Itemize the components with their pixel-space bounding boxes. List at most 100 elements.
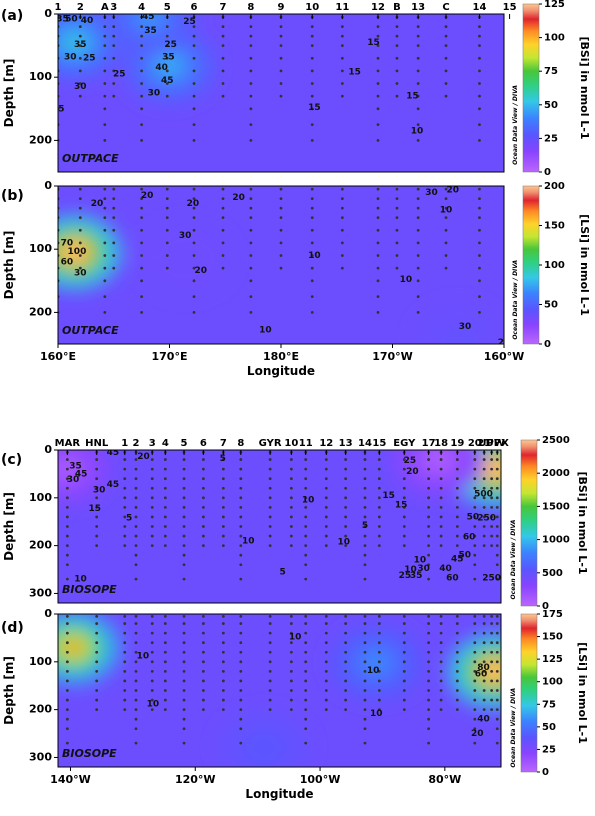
sample-point [289, 505, 293, 509]
sample-point [478, 123, 481, 126]
sample-point [495, 741, 499, 745]
sample-point [340, 197, 344, 201]
sample-point [249, 82, 253, 85]
sample-point [482, 698, 486, 702]
sample-point [182, 631, 186, 635]
sample-point [427, 741, 431, 745]
sample-point [140, 187, 144, 191]
sample-point [249, 254, 253, 257]
contour-label: 5 [279, 567, 285, 577]
contour-label: 50 [459, 551, 472, 561]
sample-point [163, 544, 167, 548]
sample-point [249, 107, 253, 111]
sample-point [363, 458, 367, 461]
sample-point [402, 477, 406, 481]
sample-point [165, 266, 169, 270]
sample-point [508, 95, 511, 98]
sample-point [123, 660, 127, 664]
sample-point [192, 69, 196, 73]
sample-point [304, 467, 308, 471]
sample-point [495, 614, 499, 618]
sample-point [324, 669, 328, 673]
sample-point [289, 660, 293, 664]
sample-point [377, 515, 381, 519]
sample-point [150, 477, 154, 481]
sample-point [395, 197, 399, 201]
sample-point [304, 689, 308, 692]
y-tick-label: 200 [29, 703, 52, 716]
sample-point [182, 496, 186, 500]
sample-point [340, 187, 344, 191]
sample-point [289, 614, 293, 618]
sample-point [444, 56, 448, 60]
sample-point [163, 698, 167, 702]
colorbar-label: [LSi] in nmol L-1 [578, 214, 591, 316]
sample-point [249, 197, 253, 201]
sample-point [103, 34, 107, 38]
contour-label: 10 [147, 699, 160, 709]
sample-point [508, 216, 511, 219]
sample-point [427, 496, 431, 500]
sample-point [478, 311, 481, 314]
colorbar-tick-label: 75 [542, 699, 556, 710]
panel-letter: (c) [1, 452, 22, 468]
sample-point [427, 708, 431, 712]
sample-point [402, 467, 406, 471]
colorbar: 0 50 100 150 200 [LSi] in nmol L-1 [522, 181, 591, 350]
field-region [160, 58, 179, 74]
sample-point [490, 641, 494, 645]
sample-point [395, 266, 399, 270]
sample-point [112, 197, 116, 201]
sample-point [473, 505, 477, 509]
sample-point [324, 689, 328, 692]
contour-label: 10 [308, 251, 321, 261]
sample-point [416, 197, 420, 201]
sample-point [150, 660, 154, 664]
sample-point [304, 622, 308, 625]
station-label: UPX [486, 438, 509, 449]
y-tick-label: 300 [29, 586, 52, 599]
sample-point [65, 477, 69, 481]
sample-point [65, 622, 69, 625]
sample-point [427, 544, 431, 548]
sample-point [478, 56, 481, 60]
station-label: 12 [371, 2, 385, 13]
sample-point [78, 197, 82, 201]
sample-point [478, 254, 481, 257]
sample-point [427, 505, 431, 509]
sample-point [165, 241, 169, 245]
sample-point [78, 44, 82, 47]
y-tick-label: 200 [29, 539, 52, 552]
colorbar-gradient [520, 439, 538, 607]
sample-point [402, 689, 406, 692]
station-label: 4 [162, 438, 169, 449]
sample-point [482, 708, 486, 712]
contour-label: 60 [475, 669, 488, 679]
field-region [429, 452, 448, 467]
sample-point [103, 266, 107, 270]
sample-point [416, 206, 420, 210]
sample-point [444, 187, 448, 191]
contour-label: 40 [81, 16, 94, 26]
sample-point [123, 708, 127, 712]
sample-point [201, 505, 205, 509]
contour-label: 500 [474, 489, 493, 499]
contour-label: 60 [446, 574, 459, 584]
sample-point [377, 650, 381, 654]
sample-point [473, 486, 477, 490]
sample-point [340, 216, 344, 220]
sample-point [490, 622, 494, 625]
sample-point [95, 660, 99, 664]
sample-point [416, 295, 420, 298]
sample-point [134, 669, 138, 673]
sample-point [95, 631, 99, 635]
sample-point [324, 477, 328, 481]
sample-point [376, 34, 380, 38]
sample-point [416, 123, 420, 126]
sample-point [221, 69, 225, 73]
sample-point [249, 266, 253, 270]
sample-point [310, 56, 314, 60]
sample-point [289, 458, 293, 461]
sample-point [363, 641, 367, 645]
sample-point [140, 295, 144, 298]
